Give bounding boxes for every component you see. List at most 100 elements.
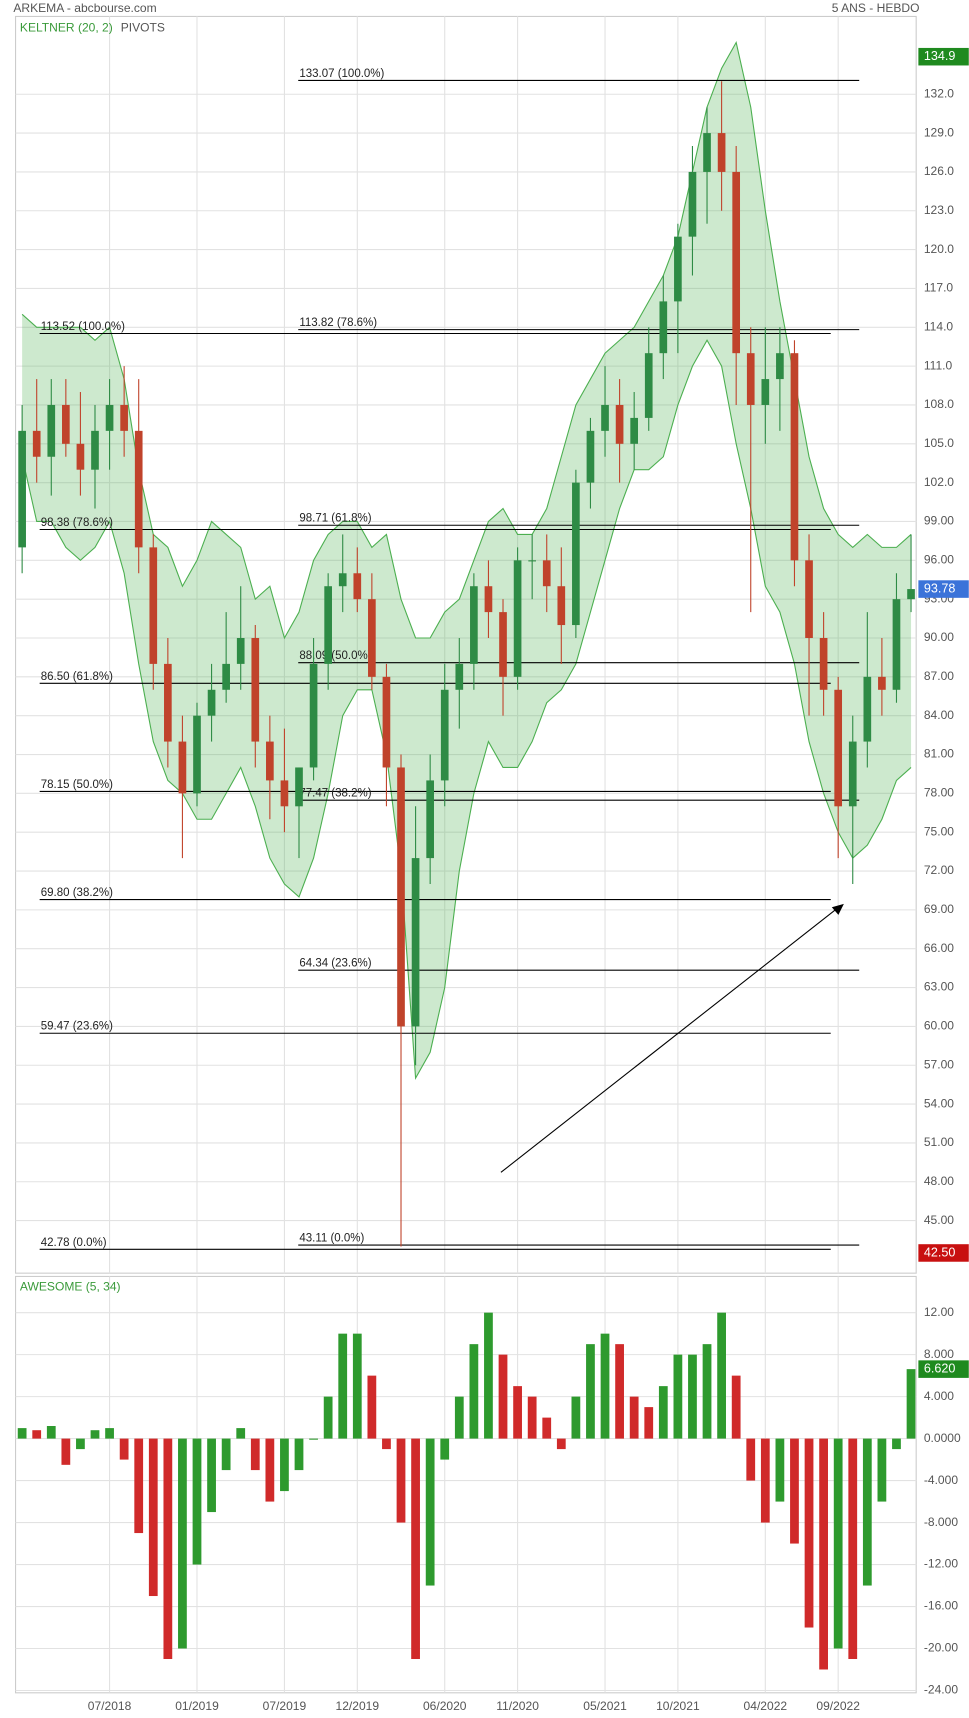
x-tick-label: 10/2021 bbox=[656, 1699, 700, 1713]
y-tick-label: -20.00 bbox=[924, 1641, 958, 1655]
candle-body bbox=[819, 638, 828, 690]
bar bbox=[731, 1375, 741, 1439]
bar bbox=[425, 1438, 435, 1586]
candle-body bbox=[411, 858, 420, 1027]
candle-body bbox=[440, 689, 449, 781]
y-tick-label: 45.00 bbox=[924, 1213, 954, 1227]
bar bbox=[717, 1312, 726, 1439]
candle-body bbox=[426, 780, 434, 859]
candle-body bbox=[630, 417, 639, 444]
x-tick-label: 06/2020 bbox=[423, 1699, 467, 1713]
candle-body bbox=[309, 663, 318, 768]
bar bbox=[119, 1438, 129, 1460]
candle-body bbox=[513, 560, 522, 677]
y-tick-label: 57.00 bbox=[924, 1057, 954, 1071]
fib-label: 64.34 (23.6%) bbox=[299, 958, 371, 970]
price-tag bbox=[918, 47, 969, 66]
price-tag bbox=[918, 1244, 969, 1262]
candle-body bbox=[134, 430, 143, 548]
y-tick-label: 66.00 bbox=[924, 941, 954, 955]
y-tick-label: 111.0 bbox=[924, 358, 953, 372]
candle-body bbox=[790, 353, 799, 561]
bar bbox=[148, 1438, 158, 1597]
candle-body bbox=[368, 599, 376, 677]
candle-body bbox=[499, 612, 507, 677]
bar bbox=[454, 1396, 464, 1439]
bar bbox=[862, 1438, 872, 1586]
candle-body bbox=[601, 404, 609, 431]
y-tick-label: 102.0 bbox=[924, 475, 954, 489]
bar bbox=[61, 1438, 71, 1465]
candle-body bbox=[615, 404, 624, 444]
candle-body bbox=[236, 638, 245, 664]
bar bbox=[440, 1438, 450, 1460]
candle-body bbox=[557, 586, 566, 626]
candle-body bbox=[295, 767, 303, 807]
candle-body bbox=[470, 586, 478, 664]
fib-label: 78.15 (50.0%) bbox=[41, 779, 113, 791]
candle-body bbox=[338, 573, 347, 587]
bar bbox=[163, 1438, 173, 1660]
y-tick-label: 60.00 bbox=[924, 1019, 954, 1033]
candle-body bbox=[178, 741, 187, 794]
candle-body bbox=[732, 171, 741, 354]
value-tag bbox=[918, 1360, 969, 1378]
bar bbox=[819, 1438, 828, 1670]
price-panel bbox=[15, 15, 917, 1274]
price-tag-label: 134.9 bbox=[924, 49, 956, 63]
candle-body bbox=[848, 741, 857, 807]
candle-body bbox=[222, 663, 230, 690]
indicator-label: KELTNER (20, 2) bbox=[20, 21, 113, 35]
y-tick-label: 105.0 bbox=[924, 436, 954, 450]
candle-body bbox=[62, 404, 70, 444]
candle-body bbox=[892, 599, 901, 690]
candle-body bbox=[280, 780, 289, 807]
x-tick-label: 07/2019 bbox=[263, 1699, 307, 1713]
fib-label: 43.11 (0.0%) bbox=[299, 1233, 364, 1245]
y-tick-label: 84.00 bbox=[924, 708, 954, 722]
candle-body bbox=[572, 482, 580, 626]
candle-body bbox=[688, 171, 697, 237]
bar bbox=[629, 1396, 639, 1439]
chart-title: ARKEMA - abcbourse.com bbox=[13, 1, 156, 15]
candle-body bbox=[863, 676, 872, 742]
period: 5 ANS - HEBDO bbox=[832, 1, 920, 15]
y-tick-label: -8.000 bbox=[924, 1515, 958, 1529]
bar bbox=[396, 1438, 406, 1523]
y-tick-label: 54.00 bbox=[924, 1096, 954, 1110]
bar bbox=[236, 1428, 246, 1439]
bar bbox=[688, 1354, 697, 1439]
y-tick-label: 90.00 bbox=[924, 630, 954, 644]
y-tick-label: 129.0 bbox=[924, 125, 954, 139]
fib-label: 113.52 (100.0%) bbox=[41, 321, 125, 333]
y-tick-label: 51.00 bbox=[924, 1135, 954, 1149]
candle-body bbox=[353, 573, 362, 600]
price-tag bbox=[918, 580, 969, 598]
bar bbox=[46, 1426, 56, 1439]
x-tick-label: 04/2022 bbox=[744, 1699, 788, 1713]
candle-body bbox=[18, 430, 26, 548]
price-tag-label: 93.78 bbox=[924, 581, 956, 595]
bar bbox=[76, 1438, 85, 1450]
y-tick-label: 117.0 bbox=[924, 281, 954, 295]
candle-body bbox=[659, 301, 668, 354]
y-tick-label: 4.000 bbox=[924, 1389, 954, 1403]
candle-body bbox=[149, 547, 158, 664]
bar bbox=[498, 1354, 508, 1439]
y-tick-label: 12.00 bbox=[924, 1305, 954, 1319]
y-tick-label: 48.00 bbox=[924, 1174, 954, 1188]
y-tick-label: 120.0 bbox=[924, 242, 954, 256]
candle-body bbox=[805, 560, 813, 639]
candle-body bbox=[47, 404, 56, 457]
overlay-label: PIVOTS bbox=[121, 21, 165, 35]
y-tick-label: 8.000 bbox=[924, 1347, 954, 1361]
oscillator-panel bbox=[15, 1275, 917, 1694]
bar bbox=[17, 1428, 27, 1439]
y-tick-label: 96.00 bbox=[924, 553, 954, 567]
bar bbox=[760, 1438, 770, 1523]
candle-body bbox=[542, 560, 551, 587]
y-tick-label: 114.0 bbox=[924, 319, 954, 333]
bar bbox=[906, 1369, 916, 1439]
candle-body bbox=[207, 689, 216, 716]
bar bbox=[571, 1396, 581, 1439]
